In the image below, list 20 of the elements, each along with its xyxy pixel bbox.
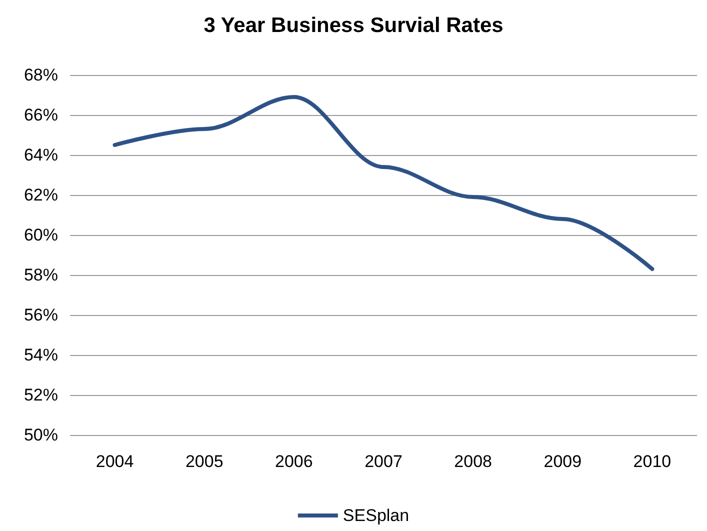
y-tick-label: 54% [24, 346, 58, 364]
x-tick-label: 2008 [454, 452, 492, 471]
x-tick-label: 2005 [185, 452, 224, 471]
y-tick-label: 68% [24, 66, 58, 84]
y-tick-label: 50% [24, 426, 58, 444]
y-tick-label: 64% [24, 146, 58, 164]
chart-title: 3 Year Business Survial Rates [204, 14, 504, 37]
line-series [112, 95, 654, 271]
legend-label: SESplan [342, 506, 410, 525]
y-tick-label: 60% [24, 226, 58, 244]
x-tick-label: 2006 [275, 452, 313, 471]
x-tick-label: 2004 [96, 452, 134, 471]
x-tick-label: 2010 [633, 452, 672, 471]
y-tick-label: 56% [24, 306, 58, 324]
x-tick-label: 2007 [364, 452, 402, 471]
x-tick-label: 2009 [544, 452, 582, 471]
y-tick-label: 66% [24, 106, 58, 124]
y-tick-label: 58% [24, 266, 58, 284]
y-tick-label: 62% [24, 186, 58, 204]
y-tick-label: 52% [24, 386, 58, 404]
